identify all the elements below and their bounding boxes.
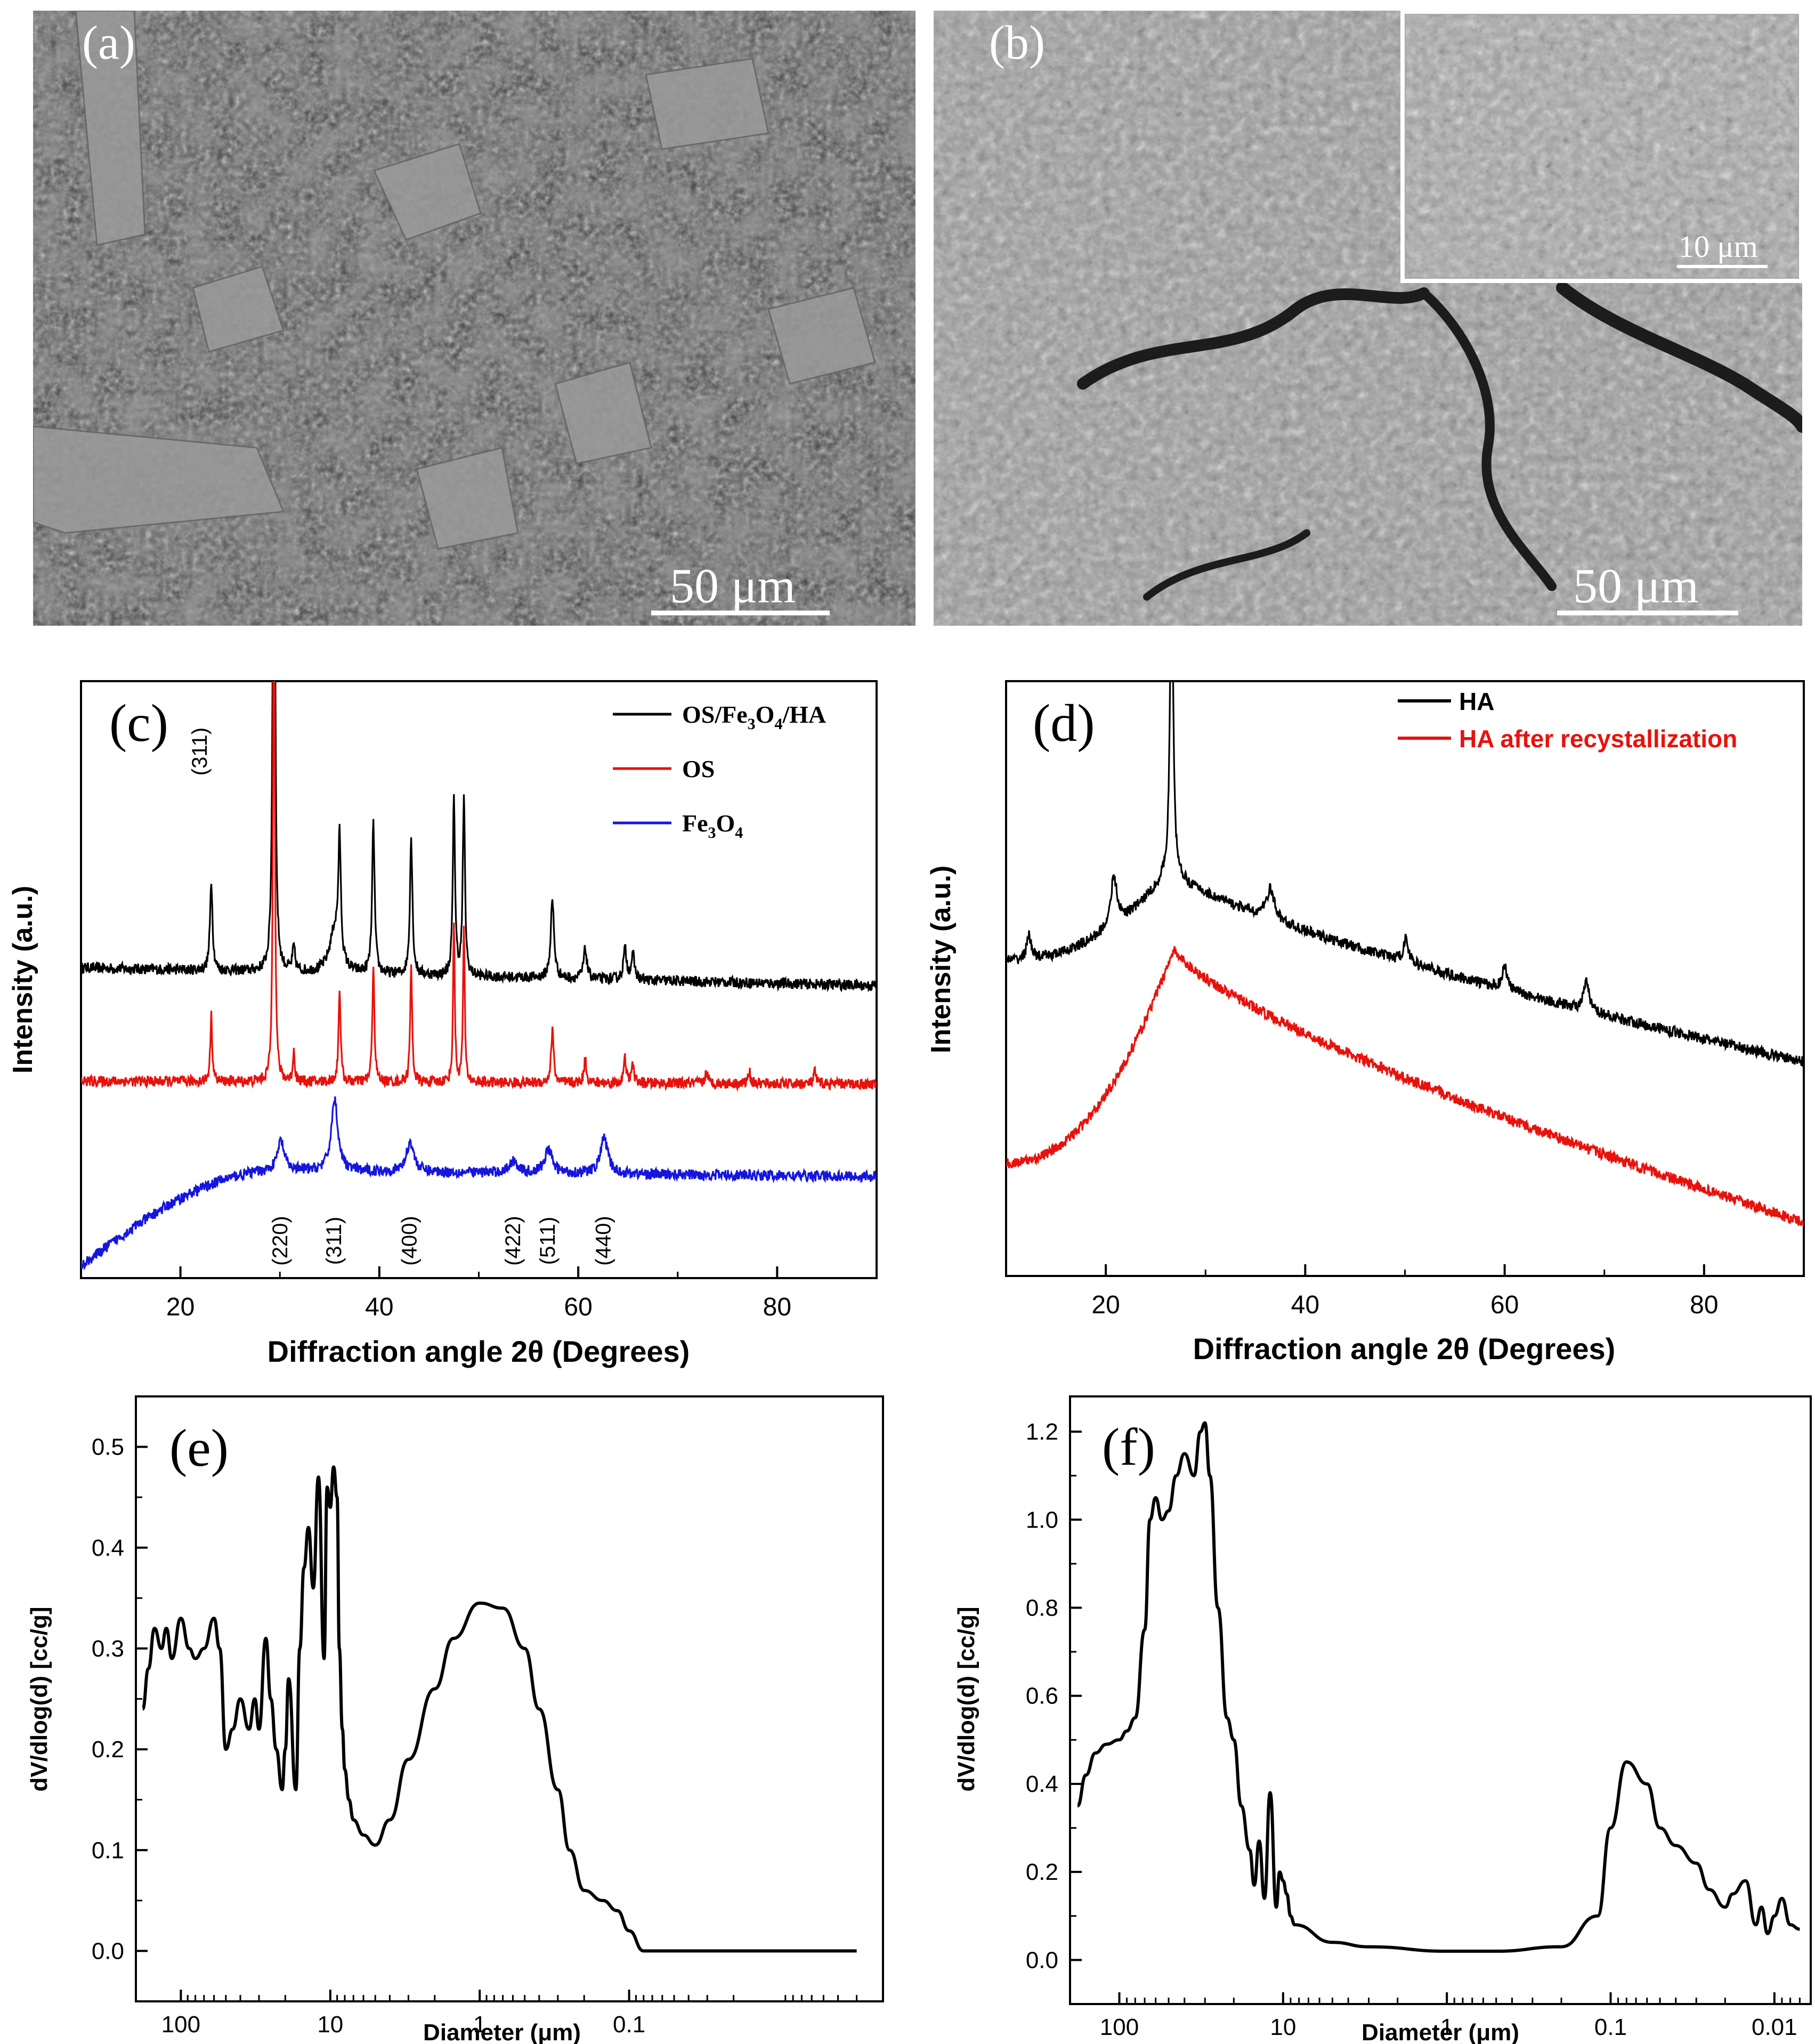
plot-frame-e <box>135 1395 884 2002</box>
x-tick-label-f: 10 <box>1270 2014 1296 2040</box>
miller-index-label: (220) <box>269 1216 292 1265</box>
panel-label-d: (d) <box>1033 693 1095 753</box>
x-tick-label-e: 10 <box>317 2011 343 2038</box>
x-axis-label-c: Diffraction angle 2θ (Degrees) <box>268 1335 690 1368</box>
panel-label-b: (b) <box>989 17 1045 69</box>
x-tick-label-e: 100 <box>161 2011 200 2038</box>
plot-frame-f <box>1069 1395 1812 2005</box>
x-tick-label-c: 20 <box>166 1293 195 1321</box>
x-tick-label-d: 60 <box>1490 1291 1519 1319</box>
y-tick-label-f: 0.2 <box>1026 1859 1058 1885</box>
x-tick-label-d: 20 <box>1091 1291 1120 1319</box>
inset-scale-bar-label-b: 10 μm <box>1679 229 1758 264</box>
y-tick-label-f: 0.6 <box>1026 1683 1058 1709</box>
miller-index-label-top: (311) <box>188 728 212 775</box>
series-line-c-1 <box>81 681 877 1092</box>
sem-image-b: 10 μm (b) 50 μm <box>934 10 1809 626</box>
series-line-c-2 <box>81 1096 877 1271</box>
y-axis-label-e: dV/dlog(d) [cc/g] <box>26 1606 52 1791</box>
series-line-e-0 <box>141 1465 857 1953</box>
x-tick-label-d: 40 <box>1291 1291 1319 1319</box>
x-tick-label-c: 80 <box>763 1293 791 1321</box>
panel-label-e: (e) <box>169 1418 229 1477</box>
series-line-f-0 <box>1076 1421 1800 1953</box>
legend-label-c: Fe3​O4​ <box>682 810 743 842</box>
x-tick-label-e: 1 <box>473 2011 486 2038</box>
sem-panel-b: 10 μm (b) 50 μm <box>934 10 1809 626</box>
y-tick-label-e: 0.1 <box>92 1837 124 1863</box>
y-axis-label-c: Intensity (a.u.) <box>7 886 38 1073</box>
y-tick-label-e: 0.0 <box>92 1938 124 1964</box>
miller-index-label: (422) <box>501 1216 525 1265</box>
y-tick-label-e: 0.5 <box>92 1434 124 1460</box>
x-axis-label-d: Diffraction angle 2θ (Degrees) <box>1193 1332 1616 1366</box>
y-tick-label-f: 1.2 <box>1026 1419 1058 1445</box>
x-tick-label-e: 0.1 <box>613 2011 645 2038</box>
x-axis-label-f: Diameter (μm) <box>1362 2019 1519 2044</box>
x-tick-label-f: 1 <box>1440 2014 1453 2040</box>
scale-bar-label-b: 50 μm <box>1573 559 1699 613</box>
pore-chart-f: 100 10 1 0.1 0.01 0.0 0.2 0.4 0.6 0.8 1.0 1.2 (f) D… <box>953 1395 1812 2044</box>
y-tick-label-f: 0.8 <box>1026 1595 1058 1621</box>
legend-label-c: OS <box>682 755 715 782</box>
x-tick-label-c: 60 <box>564 1293 592 1321</box>
x-axis-label-e: Diameter (μm) <box>423 2019 581 2044</box>
sem-image-a: (a) 50 μm <box>32 10 915 626</box>
panel-label-a: (a) <box>82 17 135 69</box>
series-line-d-1 <box>1006 946 1804 1226</box>
x-tick-label-c: 40 <box>365 1293 393 1321</box>
y-tick-label-f: 1.0 <box>1026 1507 1058 1533</box>
y-tick-label-f: 0.0 <box>1026 1947 1058 1973</box>
series-line-c-0 <box>81 681 877 993</box>
y-tick-label-f: 0.4 <box>1026 1771 1058 1797</box>
miller-index-label: (440) <box>592 1216 615 1265</box>
panel-label-f: (f) <box>1102 1417 1155 1476</box>
legend-label-d: HA after recystallization <box>1459 725 1737 753</box>
series-line-d-0 <box>1006 681 1804 1067</box>
scale-bar-label-a: 50 μm <box>670 559 796 613</box>
y-axis-label-d: Intensity (a.u.) <box>926 866 957 1053</box>
pore-chart-e: 100 10 1 0.1 0.0 0.1 0.2 0.3 0.4 0.5 (e) Diameter… <box>26 1395 884 2044</box>
miller-index-label: (511) <box>536 1217 560 1265</box>
x-tick-label-d: 80 <box>1690 1291 1718 1319</box>
legend-label-c: OS/Fe3​O4​/HA <box>682 701 826 733</box>
x-tick-label-f: 0.01 <box>1752 2014 1797 2040</box>
y-tick-label-e: 0.3 <box>92 1636 124 1662</box>
y-tick-label-e: 0.2 <box>92 1736 124 1763</box>
legend-label-d: HA <box>1459 688 1494 715</box>
xrd-chart-c: 20 40 60 80 (220) (311) (400) (422) (511) (440) (3… <box>7 680 878 1368</box>
sem-panel-a: (a) 50 μm <box>32 10 915 626</box>
x-tick-label-f: 0.1 <box>1594 2014 1627 2040</box>
miller-index-label: (311) <box>322 1217 346 1265</box>
y-axis-label-f: dV/dlog(d) [cc/g] <box>953 1606 979 1791</box>
miller-index-label: (400) <box>398 1216 422 1265</box>
panel-label-c: (c) <box>109 693 168 753</box>
y-tick-label-e: 0.4 <box>92 1535 124 1561</box>
x-tick-label-f: 100 <box>1100 2014 1139 2040</box>
